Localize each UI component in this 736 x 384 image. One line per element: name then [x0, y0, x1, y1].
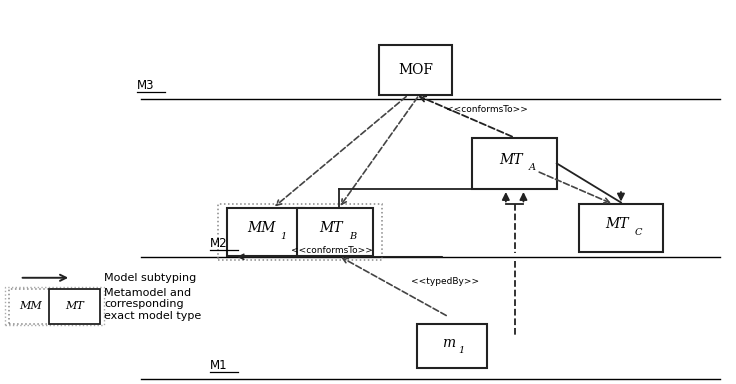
Text: M3: M3: [137, 79, 155, 92]
Text: M2: M2: [210, 237, 228, 250]
Text: MT: MT: [499, 152, 523, 167]
Text: MOF: MOF: [398, 63, 434, 77]
Text: 1: 1: [280, 232, 286, 241]
FancyBboxPatch shape: [578, 204, 663, 252]
FancyBboxPatch shape: [379, 45, 453, 95]
Text: <<conformsTo>>: <<conformsTo>>: [291, 246, 373, 255]
Text: 1: 1: [458, 346, 464, 356]
Text: M1: M1: [210, 359, 228, 372]
Text: C: C: [635, 228, 643, 237]
FancyBboxPatch shape: [473, 138, 557, 189]
FancyBboxPatch shape: [49, 289, 100, 324]
Text: Model subtyping: Model subtyping: [104, 273, 197, 283]
Text: <<typedBy>>: <<typedBy>>: [411, 277, 479, 286]
Text: MM: MM: [247, 221, 276, 235]
Text: MT: MT: [606, 217, 629, 232]
Text: B: B: [349, 232, 356, 241]
Text: <<conformsTo>>: <<conformsTo>>: [446, 105, 528, 114]
Text: Metamodel and
corresponding
exact model type: Metamodel and corresponding exact model …: [104, 288, 201, 321]
Text: A: A: [528, 164, 536, 172]
Text: MT: MT: [66, 301, 84, 311]
Text: MM: MM: [19, 301, 42, 311]
FancyBboxPatch shape: [227, 208, 304, 256]
Text: m: m: [442, 336, 456, 349]
FancyBboxPatch shape: [297, 208, 373, 256]
FancyBboxPatch shape: [417, 324, 487, 368]
Text: MT: MT: [319, 221, 343, 235]
FancyBboxPatch shape: [9, 289, 60, 324]
